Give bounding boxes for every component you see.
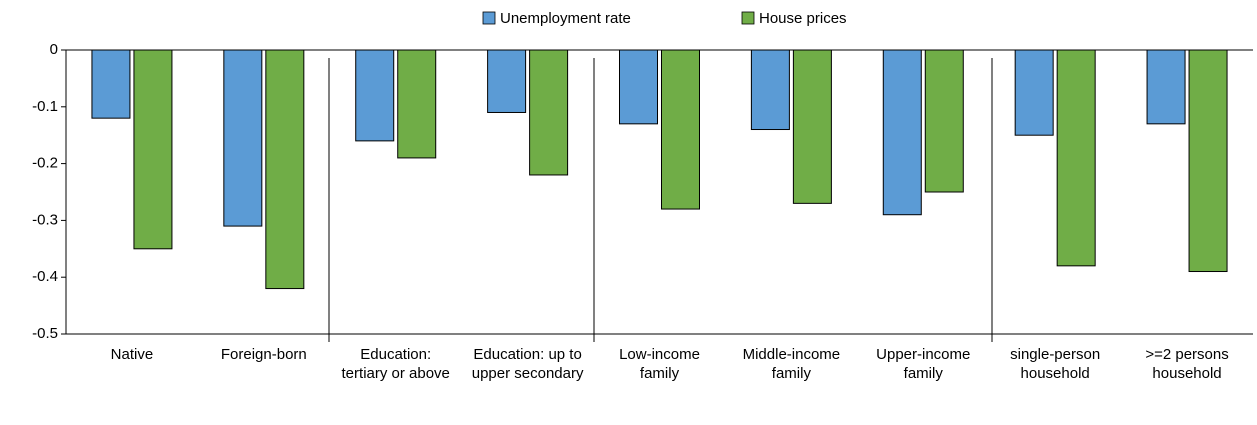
y-tick-label: -0.3 xyxy=(32,211,58,228)
bar xyxy=(1056,49,1096,267)
legend-label: House prices xyxy=(759,10,847,27)
bar xyxy=(1188,49,1228,273)
bar xyxy=(619,49,658,125)
bar xyxy=(487,49,527,113)
x-tick-label: Upper-income family xyxy=(876,346,971,382)
bar xyxy=(1014,49,1054,136)
x-tick-label: Native xyxy=(110,346,154,363)
x-tick-label: >=2 persons household xyxy=(1145,346,1229,382)
x-tick-label: Low-income family xyxy=(619,346,700,382)
bar xyxy=(133,49,173,250)
bar xyxy=(265,49,305,290)
y-tick-label: 0 xyxy=(50,41,58,58)
y-tick-label: -0.2 xyxy=(32,155,58,172)
bar xyxy=(924,49,964,193)
x-tick-label: Education: tertiary or above xyxy=(341,346,450,382)
y-tick-label: -0.1 xyxy=(32,98,58,115)
x-tick-label: Education: up to upper secondary xyxy=(471,346,584,382)
bar xyxy=(397,49,437,159)
legend-swatch xyxy=(741,11,755,25)
bar xyxy=(223,49,263,227)
legend-label: Unemployment rate xyxy=(500,10,631,27)
bar xyxy=(882,49,922,216)
y-tick-label: -0.5 xyxy=(32,325,58,342)
bar xyxy=(1146,49,1186,125)
y-tick-label: -0.4 xyxy=(32,268,58,285)
x-tick-label: Foreign-born xyxy=(220,346,307,363)
x-tick-label: Middle-income family xyxy=(742,346,841,382)
bar xyxy=(529,49,569,176)
x-tick-label: single-person household xyxy=(1010,346,1101,382)
bar xyxy=(355,49,395,142)
bar xyxy=(750,49,790,131)
legend-swatch xyxy=(482,11,496,25)
bar xyxy=(91,49,131,119)
bar xyxy=(792,49,832,204)
bar xyxy=(661,49,700,210)
